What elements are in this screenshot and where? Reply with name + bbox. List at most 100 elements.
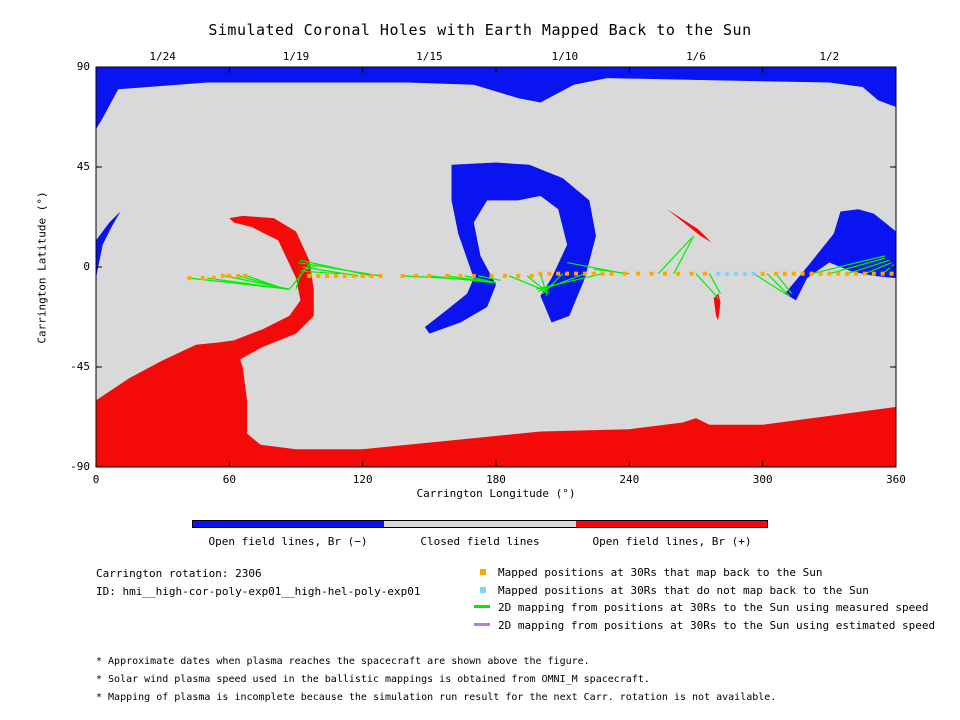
negative-hole-center-hole — [424, 162, 596, 334]
x-tick-label: 240 — [619, 473, 640, 486]
mapping-line — [695, 273, 719, 299]
mapped-point — [529, 273, 534, 278]
positive-hole-upper-right — [667, 209, 712, 243]
mapping-line — [447, 275, 494, 284]
mapping-line — [657, 237, 692, 275]
mapping-line — [829, 257, 886, 275]
mapped-point — [676, 271, 681, 276]
x-tick-label: 0 — [92, 473, 100, 486]
top-date-label: 1/15 — [416, 50, 443, 63]
mapped-point — [582, 271, 587, 276]
mapped-point — [871, 271, 876, 276]
mapping-line — [708, 273, 721, 294]
mapped-point — [845, 271, 850, 276]
mapping-line — [535, 273, 603, 290]
mapped-point — [242, 273, 247, 278]
top-date-label: 1/19 — [282, 50, 310, 63]
mapping-line — [509, 275, 548, 292]
mapped-point — [574, 271, 578, 276]
legend-orange-square — [480, 569, 486, 575]
legend-green-line — [474, 605, 490, 608]
legend-label-estimated: 2D mapping from positions at 30Rs to the… — [498, 619, 936, 632]
mapped-point — [471, 273, 476, 278]
mapped-point — [360, 273, 365, 278]
mapped-point — [351, 273, 356, 278]
mapped-point — [316, 273, 321, 278]
legend-blue-square — [480, 587, 486, 593]
mapped-point — [818, 271, 823, 276]
top-date-label: 1/2 — [819, 50, 840, 63]
colorbar-closed — [384, 520, 576, 528]
mapping-line — [673, 235, 695, 274]
footnote-1: * Approximate dates when plasma reaches … — [96, 656, 590, 667]
mapped-point — [445, 273, 450, 278]
mapping-line — [429, 275, 492, 284]
mapped-point — [414, 273, 418, 278]
y-axis-label: Carrington Latitude (°) — [35, 191, 49, 344]
negative-hole-east-hole — [784, 209, 896, 301]
mapped-point — [760, 271, 765, 276]
colorbar-label-positive: Open field lines, Br (+) — [592, 535, 752, 548]
unmapped-point — [725, 271, 730, 276]
mapped-point — [836, 271, 841, 276]
colorbar-negative — [192, 520, 384, 528]
y-tick-label: 0 — [83, 260, 90, 273]
carrington-rotation: Carrington rotation: 2306 — [96, 567, 262, 580]
x-tick-label: 360 — [886, 473, 906, 486]
mapped-point — [502, 273, 507, 278]
mapped-point — [334, 273, 338, 278]
x-tick-label: 300 — [752, 473, 773, 486]
mapping-line — [753, 273, 786, 295]
positive-hole-south-pole — [96, 340, 896, 467]
unmapped-point — [734, 271, 738, 276]
mapping-line — [464, 275, 497, 284]
mapped-point — [809, 271, 814, 276]
mapped-point — [782, 271, 787, 276]
unmapped-point — [716, 271, 721, 276]
mapped-point — [862, 271, 867, 276]
unmapped-point — [751, 271, 756, 276]
chart-title: Simulated Coronal Holes with Earth Mappe… — [208, 21, 752, 39]
legend-label-unmapped: Mapped positions at 30Rs that do not map… — [498, 584, 869, 597]
colorbar-frame — [192, 520, 768, 528]
mapped-point — [662, 271, 667, 276]
mapped-point — [547, 271, 552, 276]
mapped-point — [211, 276, 216, 281]
negative-hole-north-pole — [96, 67, 896, 130]
top-date-label: 1/6 — [686, 50, 706, 63]
mapped-point — [369, 273, 374, 278]
mapped-point — [236, 273, 241, 278]
mapped-point — [791, 271, 796, 276]
legend-label-mapped: Mapped positions at 30Rs that map back t… — [498, 566, 823, 579]
unmapped-point — [742, 271, 747, 276]
colorbar-positive — [576, 520, 768, 528]
y-tick-label: -90 — [70, 460, 90, 473]
positive-hole-lower-right — [713, 293, 721, 321]
mapped-point — [827, 271, 832, 276]
mapped-point — [378, 273, 383, 278]
mapping-line — [295, 273, 302, 290]
mapped-point — [400, 273, 405, 278]
mapped-point — [689, 271, 694, 276]
map-regions — [96, 67, 896, 467]
mapping-line — [478, 275, 501, 281]
mapped-point — [325, 273, 330, 278]
mapping-line — [766, 273, 790, 297]
legend-label-measured: 2D mapping from positions at 30Rs to the… — [498, 601, 929, 614]
footnote-3: * Mapping of plasma is incomplete becaus… — [96, 692, 777, 703]
top-date-label: 1/10 — [551, 50, 579, 63]
top-date-label: 1/24 — [149, 50, 176, 63]
negative-hole-west-edge — [96, 211, 121, 279]
mapping-line — [304, 270, 341, 275]
mapping-line — [246, 275, 286, 290]
mapped-point — [187, 276, 192, 281]
mapped-point — [342, 273, 347, 278]
x-tick-label: 180 — [486, 473, 506, 486]
mapped-point — [565, 271, 570, 276]
colorbar-label-closed: Closed field lines — [420, 535, 540, 548]
mapped-point — [307, 273, 312, 278]
mapped-point — [489, 273, 494, 278]
mapped-point — [458, 273, 463, 278]
mapped-point — [538, 271, 543, 276]
